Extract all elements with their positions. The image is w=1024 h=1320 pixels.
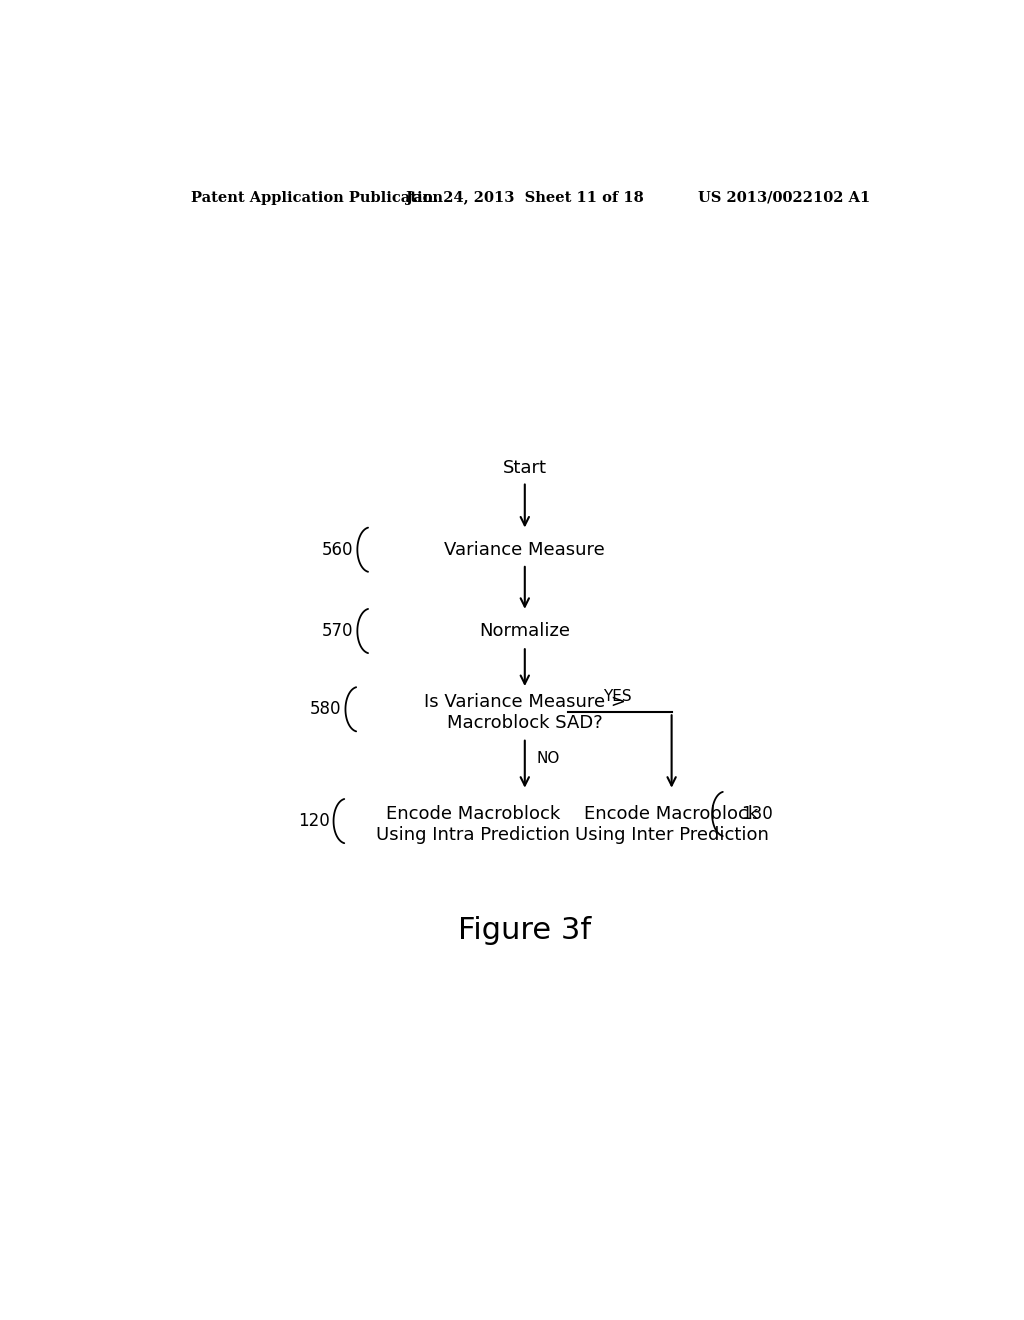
Text: 120: 120 bbox=[298, 812, 330, 830]
Text: 130: 130 bbox=[741, 805, 773, 822]
Text: Patent Application Publication: Patent Application Publication bbox=[191, 191, 443, 205]
Text: Jan. 24, 2013  Sheet 11 of 18: Jan. 24, 2013 Sheet 11 of 18 bbox=[406, 191, 644, 205]
Text: US 2013/0022102 A1: US 2013/0022102 A1 bbox=[697, 191, 870, 205]
Text: YES: YES bbox=[603, 689, 632, 704]
Text: Figure 3f: Figure 3f bbox=[458, 916, 592, 945]
Text: 560: 560 bbox=[322, 541, 353, 558]
Text: Encode Macroblock
Using Intra Prediction: Encode Macroblock Using Intra Prediction bbox=[376, 805, 570, 843]
Text: NO: NO bbox=[537, 751, 560, 766]
Text: Start: Start bbox=[503, 459, 547, 478]
Text: Encode Macroblock
Using Inter Prediction: Encode Macroblock Using Inter Prediction bbox=[574, 805, 769, 843]
Text: 570: 570 bbox=[322, 622, 353, 640]
Text: Is Variance Measure >
Macroblock SAD?: Is Variance Measure > Macroblock SAD? bbox=[424, 693, 626, 731]
Text: Variance Measure: Variance Measure bbox=[444, 541, 605, 558]
Text: 580: 580 bbox=[310, 701, 341, 718]
Text: Normalize: Normalize bbox=[479, 622, 570, 640]
